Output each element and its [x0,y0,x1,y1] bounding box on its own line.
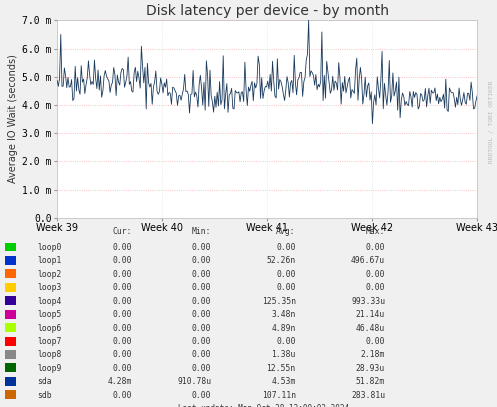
Text: 0.00: 0.00 [192,310,211,319]
Text: 0.00: 0.00 [276,337,296,346]
Text: Cur:: Cur: [112,227,132,236]
Text: 51.82m: 51.82m [356,377,385,386]
Text: 0.00: 0.00 [192,270,211,279]
Text: 0.00: 0.00 [112,310,132,319]
Text: loop8: loop8 [37,350,62,359]
Text: 1.38u: 1.38u [271,350,296,359]
Text: loop4: loop4 [37,297,62,306]
Text: loop6: loop6 [37,324,62,333]
Text: 0.00: 0.00 [112,297,132,306]
Text: sdb: sdb [37,391,52,400]
Text: RRDTOOL / TOBI OETIKER: RRDTOOL / TOBI OETIKER [488,81,493,163]
Text: 0.00: 0.00 [192,256,211,265]
Title: Disk latency per device - by month: Disk latency per device - by month [146,4,389,18]
Text: loop5: loop5 [37,310,62,319]
Text: loop7: loop7 [37,337,62,346]
Text: 496.67u: 496.67u [351,256,385,265]
Text: 0.00: 0.00 [112,256,132,265]
Text: 3.48n: 3.48n [271,310,296,319]
Text: 2.18m: 2.18m [361,350,385,359]
Text: loop3: loop3 [37,283,62,292]
Text: 0.00: 0.00 [366,243,385,252]
Text: 4.53m: 4.53m [271,377,296,386]
Text: 125.35n: 125.35n [261,297,296,306]
Text: 28.93u: 28.93u [356,364,385,373]
Text: Min:: Min: [192,227,211,236]
Text: 0.00: 0.00 [112,283,132,292]
Text: 107.11n: 107.11n [261,391,296,400]
Text: Last update: Mon Oct 28 12:00:02 2024: Last update: Mon Oct 28 12:00:02 2024 [178,404,349,407]
Text: Max:: Max: [366,227,385,236]
Text: 4.89n: 4.89n [271,324,296,333]
Text: 0.00: 0.00 [112,270,132,279]
Text: 0.00: 0.00 [192,391,211,400]
Text: 0.00: 0.00 [192,350,211,359]
Text: 0.00: 0.00 [112,324,132,333]
Text: 0.00: 0.00 [112,337,132,346]
Text: 4.28m: 4.28m [107,377,132,386]
Text: 0.00: 0.00 [112,350,132,359]
Text: loop2: loop2 [37,270,62,279]
Text: 0.00: 0.00 [192,364,211,373]
Text: 0.00: 0.00 [366,337,385,346]
Text: 0.00: 0.00 [112,391,132,400]
Text: 52.26n: 52.26n [266,256,296,265]
Text: loop1: loop1 [37,256,62,265]
Text: 12.55n: 12.55n [266,364,296,373]
Text: 0.00: 0.00 [192,243,211,252]
Text: 0.00: 0.00 [112,364,132,373]
Text: 0.00: 0.00 [192,283,211,292]
Text: 46.48u: 46.48u [356,324,385,333]
Text: 993.33u: 993.33u [351,297,385,306]
Text: 0.00: 0.00 [276,283,296,292]
Text: 21.14u: 21.14u [356,310,385,319]
Text: Avg:: Avg: [276,227,296,236]
Text: 0.00: 0.00 [366,283,385,292]
Text: 910.78u: 910.78u [177,377,211,386]
Text: loop9: loop9 [37,364,62,373]
Text: 0.00: 0.00 [192,297,211,306]
Text: 0.00: 0.00 [276,270,296,279]
Text: 0.00: 0.00 [112,243,132,252]
Text: 283.81u: 283.81u [351,391,385,400]
Text: 0.00: 0.00 [192,324,211,333]
Text: 0.00: 0.00 [192,337,211,346]
Text: sda: sda [37,377,52,386]
Text: 0.00: 0.00 [366,270,385,279]
Text: 0.00: 0.00 [276,243,296,252]
Y-axis label: Average IO Wait (seconds): Average IO Wait (seconds) [8,55,18,184]
Text: loop0: loop0 [37,243,62,252]
